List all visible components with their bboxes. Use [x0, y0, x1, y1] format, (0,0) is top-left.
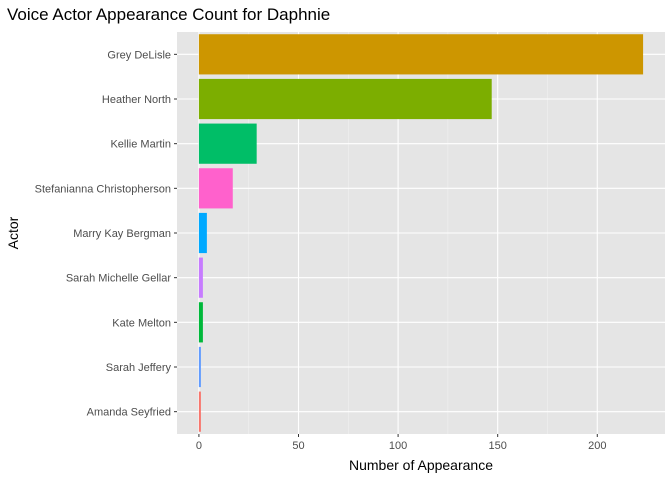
y-tick-label: Sarah Michelle Gellar: [66, 273, 171, 285]
x-tick-label: 200: [588, 440, 606, 452]
x-axis-ticks: 0 50 100 150 200: [196, 434, 606, 452]
bar-kate-melton: [198, 302, 203, 343]
y-tick-label: Stefanianna Christopherson: [35, 183, 171, 195]
y-tick-label: Sarah Jeffery: [106, 362, 172, 374]
y-tick-label: Grey DeLisle: [107, 49, 171, 61]
bar-kellie-martin: [198, 123, 257, 164]
y-tick-label: Kellie Martin: [110, 139, 171, 151]
y-tick-label: Amanda Seyfried: [87, 407, 171, 419]
x-tick-label: 50: [292, 440, 304, 452]
y-tick-label: Heather North: [102, 94, 171, 106]
bar-sarah-jeffery: [198, 346, 201, 388]
bar-stefanianna-christopherson: [198, 168, 233, 209]
bar-amanda-seyfried: [198, 391, 201, 432]
x-tick-label: 0: [196, 440, 202, 452]
y-axis-ticks: Grey DeLisle Heather North Kellie Martin St…: [35, 49, 177, 419]
bar-marry-kay-bergman: [198, 212, 207, 254]
bar-grey-delisle: [198, 34, 644, 75]
bar-heather-north: [198, 78, 492, 120]
bar-sarah-michelle-gellar: [198, 257, 203, 298]
chart-title: Voice Actor Appearance Count for Daphnie: [7, 5, 330, 24]
x-tick-label: 100: [389, 440, 407, 452]
y-axis-title: Actor: [5, 216, 21, 249]
y-tick-label: Marry Kay Bergman: [73, 228, 171, 240]
x-axis-title: Number of Appearance: [349, 457, 493, 473]
x-tick-label: 150: [489, 440, 507, 452]
bars: [198, 34, 644, 432]
y-tick-label: Kate Melton: [112, 317, 171, 329]
